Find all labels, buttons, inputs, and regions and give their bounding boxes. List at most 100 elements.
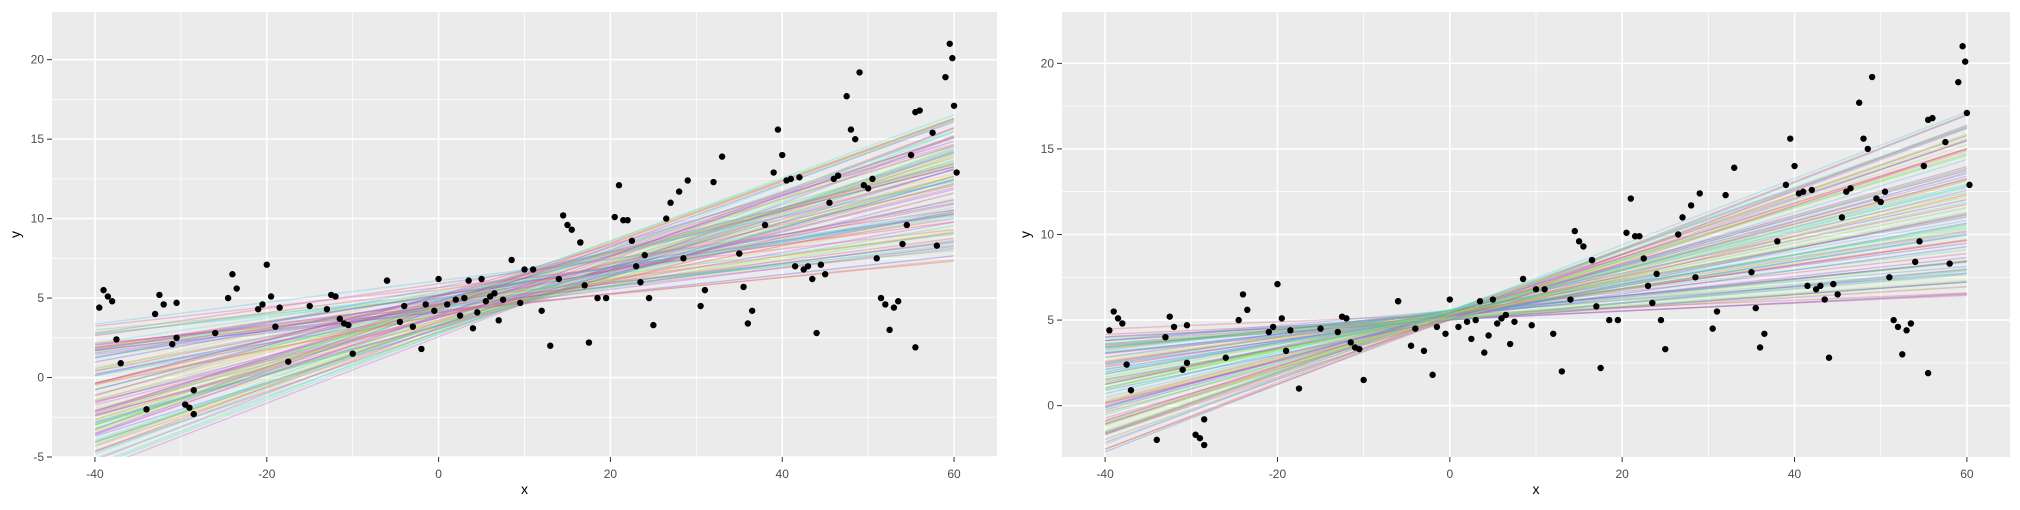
data-point bbox=[787, 175, 795, 183]
data-point bbox=[632, 263, 640, 270]
fit-line bbox=[1104, 127, 1968, 436]
fit-line bbox=[94, 128, 955, 455]
data-point bbox=[1912, 258, 1919, 266]
data-point bbox=[1864, 145, 1872, 153]
data-point bbox=[521, 266, 528, 273]
data-point bbox=[1407, 342, 1415, 349]
x-tick-label: -20 bbox=[258, 467, 276, 481]
data-point bbox=[1812, 286, 1820, 293]
fit-line bbox=[94, 239, 955, 358]
fit-line bbox=[1104, 134, 1968, 434]
x-tick-label: -20 bbox=[1269, 467, 1287, 481]
data-point bbox=[1961, 58, 1969, 65]
fit-line bbox=[1105, 272, 1967, 342]
fit-line bbox=[94, 156, 955, 421]
data-point bbox=[770, 169, 777, 176]
fit-line bbox=[1104, 231, 1968, 368]
data-point bbox=[1489, 296, 1497, 303]
data-point bbox=[1162, 333, 1169, 341]
data-point bbox=[1623, 229, 1630, 236]
data-point bbox=[173, 299, 180, 307]
fit-line bbox=[94, 149, 955, 443]
fit-line bbox=[94, 179, 955, 391]
data-point bbox=[791, 263, 799, 270]
fit-line bbox=[1105, 270, 1967, 354]
data-point bbox=[1412, 325, 1419, 332]
fit-line bbox=[125, 136, 955, 457]
data-point bbox=[761, 221, 769, 229]
fit-line bbox=[94, 126, 955, 453]
fit-line bbox=[1104, 238, 1968, 362]
y-tick-label: -5 bbox=[33, 450, 44, 464]
data-point bbox=[1183, 322, 1191, 329]
data-point bbox=[478, 275, 485, 283]
fit-line bbox=[94, 152, 955, 412]
data-point bbox=[538, 307, 545, 314]
data-point bbox=[418, 345, 425, 353]
fit-line bbox=[117, 135, 955, 457]
data-point bbox=[396, 318, 404, 326]
data-point bbox=[1920, 162, 1928, 170]
data-point bbox=[744, 320, 752, 327]
fit-line bbox=[94, 217, 955, 348]
data-point bbox=[276, 304, 283, 311]
data-point bbox=[461, 294, 468, 302]
data-point bbox=[1192, 431, 1199, 438]
fit-line bbox=[94, 209, 955, 370]
fit-line bbox=[1104, 242, 1968, 358]
data-point bbox=[942, 73, 949, 81]
data-point bbox=[684, 177, 691, 184]
fit-line bbox=[1104, 148, 1968, 422]
data-point bbox=[568, 226, 575, 233]
data-point bbox=[1442, 330, 1449, 337]
data-point bbox=[1347, 339, 1354, 346]
data-point bbox=[1873, 195, 1880, 202]
data-point bbox=[1571, 227, 1578, 235]
fit-line bbox=[94, 118, 955, 431]
fit-line bbox=[94, 168, 955, 418]
data-point bbox=[143, 406, 150, 413]
data-point bbox=[529, 266, 537, 273]
fit-line bbox=[94, 151, 955, 453]
data-point bbox=[1687, 202, 1695, 209]
data-point bbox=[559, 212, 567, 219]
data-point bbox=[1244, 306, 1251, 314]
data-point bbox=[886, 326, 893, 334]
data-point bbox=[1843, 188, 1850, 195]
y-axis-title: y bbox=[1017, 231, 1033, 238]
fit-line bbox=[1104, 214, 1968, 378]
data-point bbox=[1481, 349, 1488, 356]
fit-line bbox=[1105, 265, 1967, 341]
data-point bbox=[817, 261, 825, 268]
x-tick-label: 60 bbox=[1960, 467, 1974, 481]
fit-line bbox=[94, 169, 955, 404]
data-point bbox=[1265, 328, 1273, 336]
data-point bbox=[1731, 164, 1738, 171]
fit-line bbox=[94, 213, 955, 358]
data-point bbox=[1963, 109, 1971, 117]
fit-line bbox=[94, 168, 955, 437]
data-point bbox=[890, 304, 898, 311]
fit-line bbox=[1104, 207, 1968, 386]
data-point bbox=[272, 323, 279, 330]
data-point bbox=[491, 290, 498, 297]
fit-line bbox=[1104, 171, 1968, 419]
data-point bbox=[169, 340, 176, 348]
fit-line bbox=[94, 151, 955, 441]
data-point bbox=[1468, 335, 1475, 343]
data-point bbox=[1692, 274, 1699, 281]
data-point bbox=[1528, 322, 1535, 329]
fit-line bbox=[94, 198, 955, 403]
fit-line bbox=[1105, 252, 1967, 350]
x-tick-label: 0 bbox=[1446, 467, 1453, 481]
scatter-points bbox=[1106, 43, 1973, 449]
data-point bbox=[1782, 181, 1790, 189]
x-tick-label: 40 bbox=[776, 467, 790, 481]
fit-line bbox=[94, 162, 955, 426]
data-point bbox=[1834, 291, 1841, 298]
fit-line bbox=[1104, 195, 1968, 390]
data-point bbox=[108, 298, 116, 305]
data-point bbox=[1295, 385, 1303, 392]
data-point bbox=[1787, 135, 1794, 142]
fit-line bbox=[94, 175, 955, 396]
